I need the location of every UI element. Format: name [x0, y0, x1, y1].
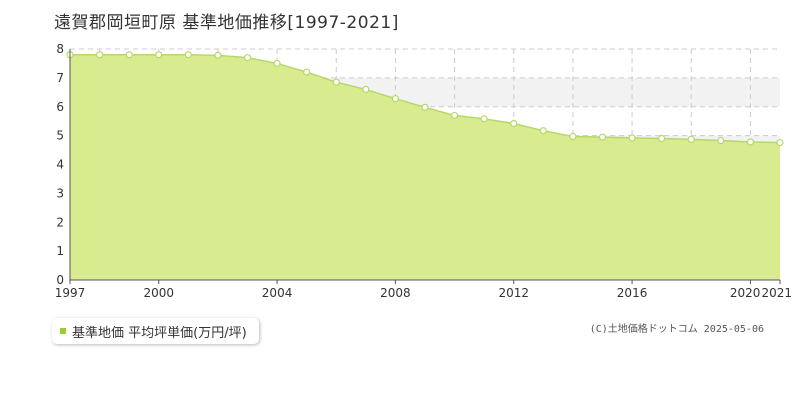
y-tick-label: 0	[56, 273, 64, 287]
y-tick-label: 3	[56, 186, 64, 200]
x-tick-label: 2004	[262, 286, 293, 300]
data-point	[273, 59, 281, 68]
x-tick-label: 2008	[380, 286, 411, 300]
data-point	[510, 119, 518, 128]
data-point	[125, 51, 133, 59]
chart-title: 遠賀郡岡垣町原 基準地価推移[1997-2021]	[54, 13, 399, 33]
data-point	[155, 51, 163, 59]
copyright: (C)土地価格ドットコム 2025-05-06	[589, 324, 764, 335]
x-tick-label: 2021	[761, 286, 792, 300]
y-tick-label: 6	[56, 100, 64, 114]
y-tick-label: 5	[56, 129, 64, 143]
data-point	[539, 127, 547, 135]
data-point	[480, 115, 488, 123]
area-fill	[70, 54, 780, 281]
legend: 基準地価 平均坪単価(万円/坪)	[52, 318, 259, 344]
data-point	[332, 78, 340, 86]
data-point	[450, 111, 459, 120]
data-point	[628, 134, 636, 142]
data-point	[746, 138, 755, 146]
data-point	[184, 51, 192, 59]
x-tick-label: 2016	[617, 286, 648, 300]
y-tick-label: 1	[56, 244, 64, 258]
data-point	[776, 138, 784, 147]
data-point	[214, 51, 222, 59]
legend-label: 基準地価 平均坪単価(万円/坪)	[72, 325, 247, 341]
data-point	[717, 136, 725, 145]
data-point	[658, 134, 666, 143]
legend-swatch	[60, 328, 66, 334]
data-point	[95, 51, 104, 59]
y-tick-label: 2	[56, 215, 64, 229]
data-point	[391, 95, 400, 103]
data-point	[687, 135, 695, 143]
x-tick-label: 2000	[143, 286, 174, 300]
data-point	[243, 54, 252, 62]
data-point	[569, 132, 577, 141]
data-point	[303, 68, 311, 76]
data-point	[421, 103, 429, 111]
y-tick-label: 7	[56, 71, 64, 85]
data-point	[362, 85, 370, 94]
y-tick-label: 4	[56, 158, 64, 172]
y-tick-label: 8	[56, 42, 64, 56]
data-point	[598, 133, 607, 141]
x-tick-label: 2020	[730, 286, 761, 300]
x-tick-label: 1997	[55, 286, 86, 300]
x-tick-label: 2012	[498, 286, 529, 300]
land-price-chart: 1997 2000 2004 2008 2012 2016 2020 2021 0 1 2 3 4 5 6…	[55, 42, 792, 300]
